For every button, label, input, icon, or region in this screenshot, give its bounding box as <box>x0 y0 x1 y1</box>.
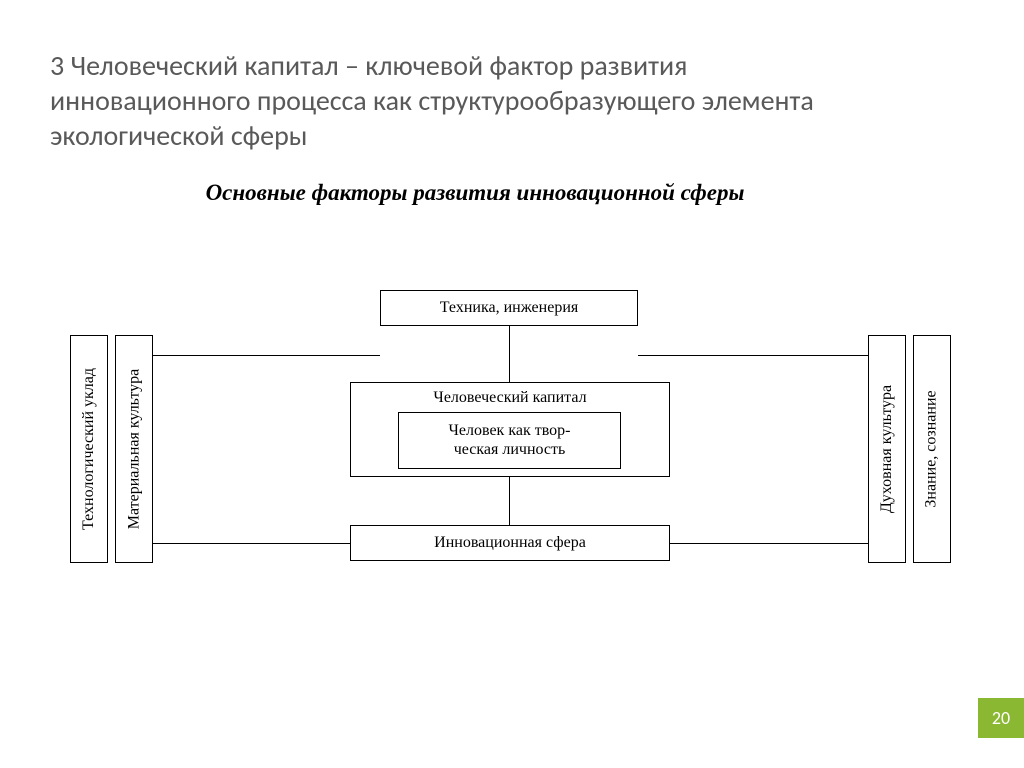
node-bottom: Инновационная сфера <box>350 525 670 561</box>
node-left-v1: Технологический уклад <box>70 335 108 563</box>
node-right-v1-label: Духовная культура <box>878 385 896 513</box>
node-top-label: Техника, инженерия <box>440 299 578 317</box>
node-right-v1: Духовная культура <box>868 335 906 563</box>
node-top: Техника, инженерия <box>380 290 638 326</box>
node-mid-outer-label: Человеческий капитал <box>433 389 586 407</box>
node-right-v2: Знание, сознание <box>913 335 951 563</box>
edge-left-bottom <box>153 543 350 544</box>
edge-left-top <box>153 355 380 356</box>
slide-number: 20 <box>992 707 1010 729</box>
slide-number-badge: 20 <box>978 698 1024 738</box>
node-bottom-label: Инновационная сфера <box>434 534 586 552</box>
edge-right-top <box>638 355 868 356</box>
edge-mid-bottom <box>509 477 510 525</box>
slide-title: 3 Человеческий капитал – ключевой фактор… <box>50 48 870 153</box>
node-right-v2-label: Знание, сознание <box>923 390 941 507</box>
edge-top-mid <box>509 326 510 382</box>
node-mid-inner: Человек как твор-ческая личность <box>398 412 621 469</box>
node-left-v1-label: Технологический уклад <box>80 368 98 530</box>
node-left-v2-label: Материальная культура <box>125 369 143 530</box>
node-mid-inner-label: Человек как твор-ческая личность <box>449 422 571 459</box>
node-left-v2: Материальная культура <box>115 335 153 563</box>
edge-right-bottom <box>670 543 868 544</box>
slide-subtitle: Основные факторы развития инновационной … <box>50 180 900 206</box>
